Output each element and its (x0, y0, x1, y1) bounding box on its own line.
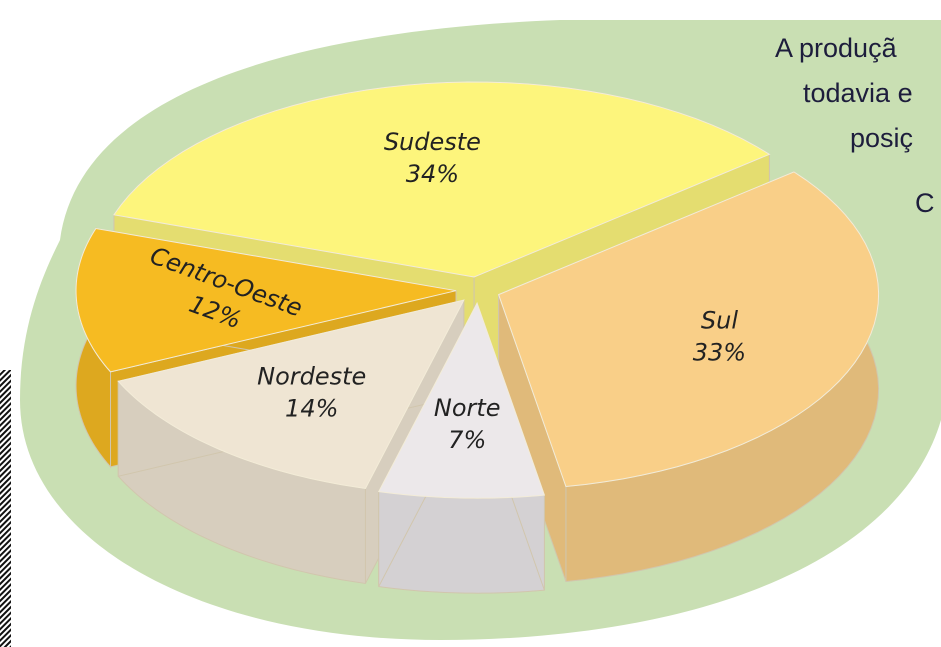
value-label: 34% (406, 160, 459, 188)
category-label: Norte (434, 394, 501, 422)
annotation: A produçã (775, 33, 898, 63)
annotation: C (915, 188, 935, 218)
slice (377, 301, 546, 499)
slice (497, 171, 880, 488)
slice-label: Nordeste 14% (257, 362, 366, 422)
slice (113, 81, 771, 278)
annotation: posiç (850, 123, 913, 153)
hatch-bar (0, 370, 11, 647)
slice (75, 227, 457, 373)
category-label: Nordeste (257, 362, 366, 390)
category-label: Sudeste (384, 128, 481, 156)
category-label: Sul (701, 307, 738, 335)
slice-label: Sudeste 34% (384, 128, 481, 188)
value-label: 14% (285, 394, 338, 422)
value-label: 7% (448, 426, 486, 454)
slice (117, 299, 465, 489)
annotation: todavia e (803, 78, 913, 108)
value-label: 33% (693, 339, 746, 367)
slice-label: Sul 33% (693, 307, 746, 367)
slice-label: Norte 7% (434, 394, 501, 454)
